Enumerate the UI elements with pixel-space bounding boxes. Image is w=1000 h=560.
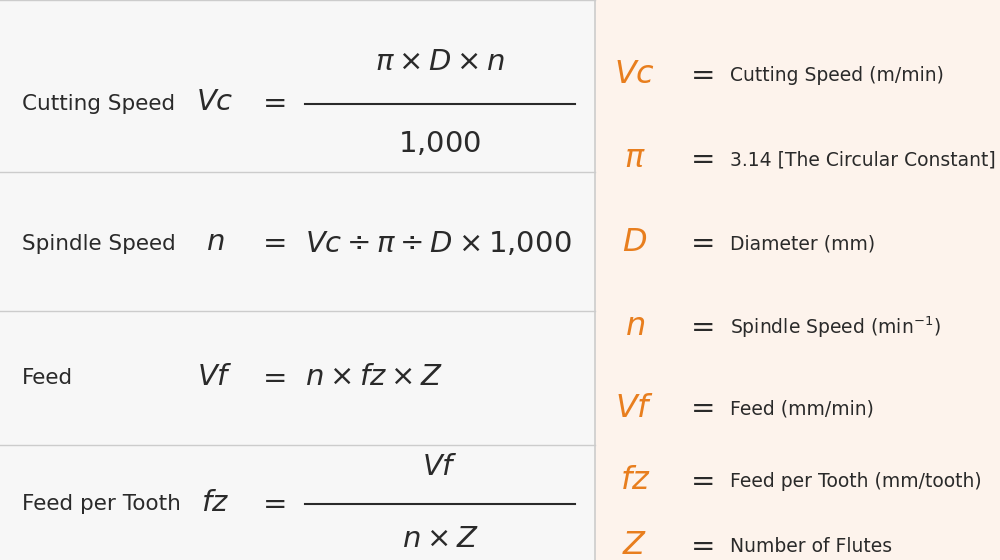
Text: $Z$: $Z$: [622, 531, 648, 560]
Text: $Vf$: $Vf$: [422, 455, 458, 480]
Text: Number of Flutes: Number of Flutes: [730, 536, 892, 556]
Text: $=$: $=$: [685, 63, 715, 88]
Bar: [0, 0, 595, 560]
Text: $Vf$: $Vf$: [615, 394, 655, 423]
Text: 3.14 [The Circular Constant]: 3.14 [The Circular Constant]: [730, 150, 996, 169]
Text: $=$: $=$: [257, 492, 287, 516]
Text: $Vc$: $Vc$: [196, 91, 234, 116]
Text: $=$: $=$: [257, 91, 287, 116]
Text: $n$: $n$: [206, 231, 224, 256]
Text: Feed per Tooth: Feed per Tooth: [22, 494, 181, 514]
Text: $=$: $=$: [685, 469, 715, 494]
Text: Cutting Speed (m/min): Cutting Speed (m/min): [730, 66, 944, 85]
Text: $=$: $=$: [685, 396, 715, 421]
Text: Spindle Speed: Spindle Speed: [22, 234, 176, 254]
Text: $Vc \div \pi \div D \times 1{,}000$: $Vc \div \pi \div D \times 1{,}000$: [305, 230, 572, 258]
Text: $n \times Z$: $n \times Z$: [402, 528, 478, 553]
Text: $=$: $=$: [257, 366, 287, 390]
Text: $D$: $D$: [622, 229, 648, 258]
Text: Feed: Feed: [22, 368, 73, 388]
Text: $1{,}000$: $1{,}000$: [398, 130, 482, 158]
Text: $\pi$: $\pi$: [624, 145, 646, 174]
Text: Feed per Tooth (mm/tooth): Feed per Tooth (mm/tooth): [730, 472, 982, 491]
Text: $Vf$: $Vf$: [197, 365, 233, 391]
Text: $=$: $=$: [685, 315, 715, 340]
Text: $=$: $=$: [685, 534, 715, 558]
Text: $\pi \times D \times n$: $\pi \times D \times n$: [375, 51, 505, 76]
Text: Spindle Speed (min$^{-1}$): Spindle Speed (min$^{-1}$): [730, 315, 941, 340]
Text: $Vc$: $Vc$: [614, 61, 656, 90]
Text: Feed (mm/min): Feed (mm/min): [730, 399, 874, 418]
Text: $fz$: $fz$: [201, 491, 229, 517]
Text: $=$: $=$: [257, 231, 287, 256]
Text: $fz$: $fz$: [620, 467, 650, 496]
Bar: [595, 0, 1000, 560]
Text: Cutting Speed: Cutting Speed: [22, 94, 175, 114]
Text: $n$: $n$: [625, 313, 645, 342]
Text: $=$: $=$: [685, 231, 715, 256]
Text: Diameter (mm): Diameter (mm): [730, 234, 875, 253]
Text: $n \times fz \times Z$: $n \times fz \times Z$: [305, 365, 443, 391]
Text: $=$: $=$: [685, 147, 715, 172]
